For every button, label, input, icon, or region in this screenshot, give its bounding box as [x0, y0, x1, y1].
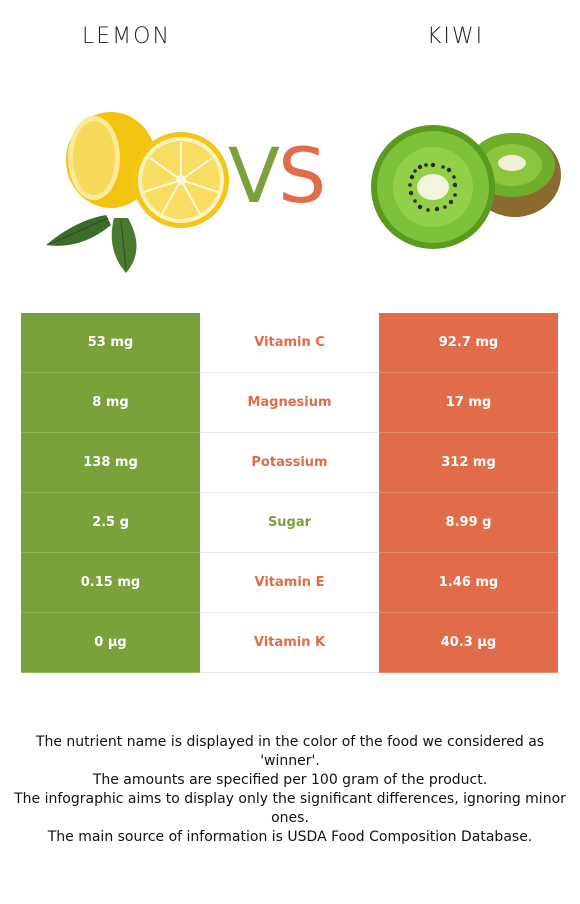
table-row: 138 mg Potassium 312 mg: [21, 432, 558, 493]
left-value: 0.15 mg: [21, 552, 200, 613]
vs-s: S: [278, 131, 326, 220]
footnote: The nutrient name is displayed in the co…: [10, 733, 570, 847]
footnote-line: The infographic aims to display only the…: [14, 791, 566, 826]
table-row: 2.5 g Sugar 8.99 g: [21, 492, 558, 553]
left-value: 0 µg: [21, 612, 200, 673]
table-row: 53 mg Vitamin C 92.7 mg: [21, 313, 558, 373]
right-value: 312 mg: [379, 432, 558, 493]
left-value: 2.5 g: [21, 492, 200, 553]
right-value: 17 mg: [379, 372, 558, 433]
left-value: 53 mg: [21, 313, 200, 373]
right-food-title: KIWI: [427, 24, 485, 49]
nutrient-name: Magnesium: [200, 372, 379, 433]
left-value: 8 mg: [21, 372, 200, 433]
footnote-line: The amounts are specified per 100 gram o…: [92, 772, 488, 788]
nutrient-name: Vitamin E: [200, 552, 379, 613]
footnote-line: The nutrient name is displayed in the co…: [35, 734, 545, 769]
nutrient-name: Vitamin K: [200, 612, 379, 673]
kiwi-image: [371, 125, 561, 249]
right-value: 8.99 g: [379, 492, 558, 553]
left-value: 138 mg: [21, 432, 200, 493]
table-row: 8 mg Magnesium 17 mg: [21, 372, 558, 433]
vs-label: VS: [228, 138, 326, 214]
left-food-title: LEMON: [82, 24, 171, 49]
right-value: 1.46 mg: [379, 552, 558, 613]
nutrient-name: Potassium: [200, 432, 379, 493]
nutrient-name: Sugar: [200, 492, 379, 553]
lemon-image: [46, 112, 229, 273]
table-row: 0 µg Vitamin K 40.3 µg: [21, 612, 558, 673]
vs-v: V: [228, 131, 280, 220]
right-value: 92.7 mg: [379, 313, 558, 373]
footnote-line: The main source of information is USDA F…: [47, 829, 533, 845]
nutrient-name: Vitamin C: [200, 313, 379, 373]
table-row: 0.15 mg Vitamin E 1.46 mg: [21, 552, 558, 613]
right-value: 40.3 µg: [379, 612, 558, 673]
comparison-table: 53 mg Vitamin C 92.7 mg 8 mg Magnesium 17 mg 1…: [21, 313, 558, 673]
